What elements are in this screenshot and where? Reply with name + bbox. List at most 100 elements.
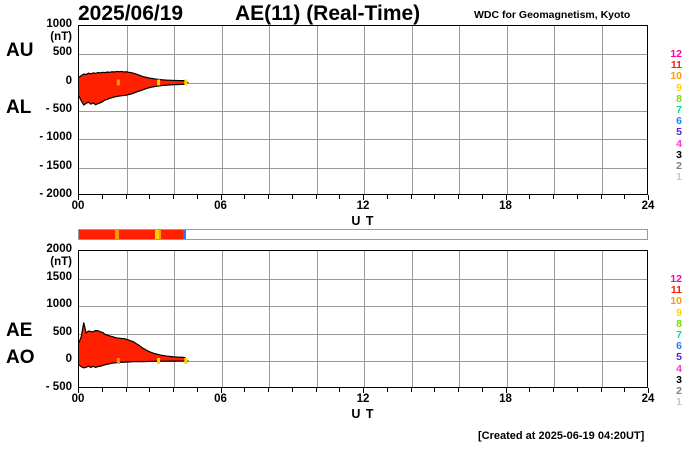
x-tick xyxy=(125,388,127,392)
legend-top: 12 11 10 9 8 7 6 5 4 3 2 1 xyxy=(658,48,682,184)
x-tick xyxy=(101,388,103,392)
x-tick xyxy=(458,195,459,199)
x-tick xyxy=(196,388,198,392)
x-tick xyxy=(315,388,317,392)
gridline-vertical xyxy=(126,26,128,194)
x-axis-title: U T xyxy=(351,214,375,228)
legend-entry-2: 2 xyxy=(676,384,682,397)
au-al-trace xyxy=(79,70,189,106)
x-tick xyxy=(78,388,79,393)
y-tick-label: - 1000 xyxy=(39,131,72,144)
gridline-horizontal xyxy=(79,111,647,112)
y-tick-label: 1000 xyxy=(46,18,72,30)
status-segment xyxy=(119,230,156,239)
y-tick-label: - 2000 xyxy=(39,188,72,200)
x-tick xyxy=(624,195,626,199)
x-tick xyxy=(386,195,388,199)
x-tick xyxy=(505,195,507,200)
x-tick xyxy=(291,195,293,199)
gridline-vertical xyxy=(554,251,555,387)
gridline-vertical xyxy=(316,26,318,194)
x-tick-label: 24 xyxy=(641,393,655,405)
gridline-vertical xyxy=(554,26,555,194)
status-segment xyxy=(161,230,184,239)
ae-ao-plot xyxy=(78,250,648,388)
au-al-unit-label: (nT) xyxy=(50,31,72,43)
x-axis-title: U T xyxy=(351,407,375,421)
x-tick xyxy=(125,195,127,199)
x-tick xyxy=(410,388,412,392)
gridline-horizontal xyxy=(79,278,647,280)
gridline-horizontal xyxy=(79,54,647,56)
trace-line-au xyxy=(79,70,186,82)
gridline-vertical xyxy=(221,251,223,387)
gridline-vertical xyxy=(506,251,508,387)
x-tick xyxy=(196,195,198,199)
x-tick xyxy=(576,195,578,199)
quality-marker xyxy=(157,79,161,86)
legend-entry-9: 9 xyxy=(676,306,682,319)
x-tick xyxy=(220,388,222,393)
page-title: AE(11) (Real-Time) xyxy=(235,2,421,25)
y-tick-label: 1500 xyxy=(46,270,72,283)
y-tick-label: 0 xyxy=(65,74,72,87)
gridline-horizontal xyxy=(79,167,647,169)
x-tick xyxy=(268,195,269,199)
gridline-vertical xyxy=(126,251,128,387)
y-tick-label: - 500 xyxy=(45,103,72,115)
x-tick xyxy=(529,195,531,199)
x-tick-label: 06 xyxy=(214,200,227,212)
gridline-vertical xyxy=(459,26,460,194)
legend-entry-11: 11 xyxy=(670,284,682,297)
legend-entry-5: 5 xyxy=(676,126,682,139)
x-tick xyxy=(173,195,174,199)
quality-marker xyxy=(116,79,120,86)
legend-entry-8: 8 xyxy=(676,92,682,105)
quality-marker xyxy=(184,358,188,365)
legend-entry-7: 7 xyxy=(676,328,682,341)
trace-line-al xyxy=(79,83,186,106)
gridline-vertical xyxy=(269,251,270,387)
gridline-vertical xyxy=(411,26,413,194)
station-status-bar xyxy=(78,229,648,240)
x-tick xyxy=(481,388,483,392)
x-tick xyxy=(268,388,269,392)
x-tick xyxy=(648,195,649,200)
x-tick xyxy=(553,195,554,199)
legend-entry-11: 11 xyxy=(670,59,682,72)
x-tick xyxy=(149,388,151,392)
legend-entry-1: 1 xyxy=(676,171,682,184)
legend-entry-12: 12 xyxy=(670,273,682,285)
gridline-vertical xyxy=(411,251,413,387)
legend-entry-4: 4 xyxy=(676,137,682,150)
x-tick xyxy=(173,388,174,392)
legend-entry-3: 3 xyxy=(676,148,682,161)
x-tick xyxy=(505,388,507,393)
gridline-vertical xyxy=(364,26,365,194)
x-tick-label: 12 xyxy=(356,200,370,212)
credit-label: WDC for Geomagnetism, Kyoto xyxy=(474,9,631,21)
legend-entry-7: 7 xyxy=(676,103,682,116)
x-tick xyxy=(576,388,578,392)
gridline-vertical xyxy=(601,251,603,387)
x-tick xyxy=(363,388,364,393)
x-tick xyxy=(434,388,436,392)
x-tick xyxy=(244,195,246,199)
legend-entry-1: 1 xyxy=(676,396,682,409)
gridline-horizontal xyxy=(79,333,647,335)
legend-entry-10: 10 xyxy=(670,295,682,308)
status-segment xyxy=(155,230,159,239)
gridline-horizontal xyxy=(79,306,647,308)
status-segment xyxy=(158,230,162,239)
x-tick xyxy=(101,195,103,199)
x-tick-label: 00 xyxy=(71,393,85,405)
x-tick xyxy=(410,195,412,199)
gridline-horizontal xyxy=(79,139,647,141)
gridline-vertical xyxy=(459,251,460,387)
trace-line-ae xyxy=(79,322,186,359)
x-tick xyxy=(481,195,483,199)
axis-tag-au: AU xyxy=(6,40,34,62)
gridline-vertical xyxy=(174,26,175,194)
legend-entry-12: 12 xyxy=(670,48,682,60)
date-title: 2025/06/19 xyxy=(78,2,184,25)
